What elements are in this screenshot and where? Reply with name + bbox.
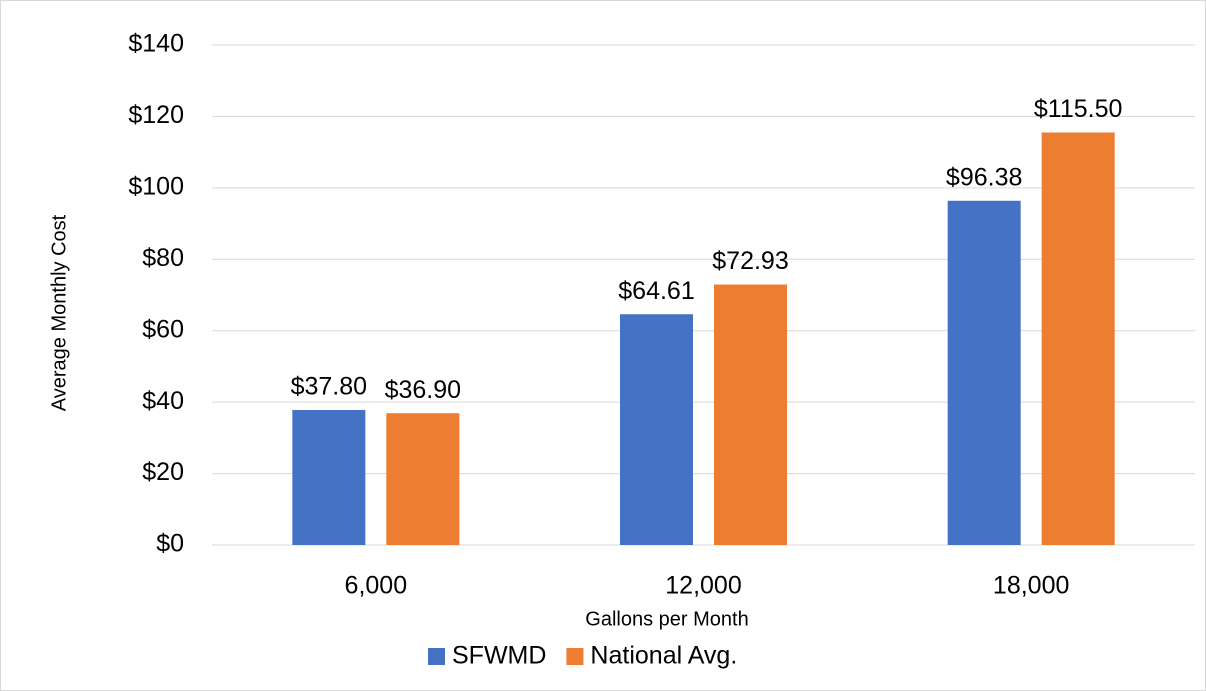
y-tick-label: $120 <box>128 101 184 129</box>
value-label: $36.90 <box>385 376 461 404</box>
value-label: $115.50 <box>1034 95 1123 123</box>
y-tick-label: $140 <box>128 30 184 58</box>
x-axis-title: Gallons per Month <box>585 608 748 630</box>
x-tick-label: 18,000 <box>993 572 1069 600</box>
bar <box>1041 132 1115 545</box>
x-tick-label: 6,000 <box>345 572 408 600</box>
y-tick-label: $100 <box>128 172 184 200</box>
value-label: $72.93 <box>712 247 788 275</box>
x-tick-label: 12,000 <box>665 572 741 600</box>
bar <box>714 284 787 545</box>
y-tick-label: $20 <box>142 458 184 486</box>
y-tick-label: $0 <box>156 530 184 558</box>
y-axis-title: Average Monthly Cost <box>48 214 70 411</box>
y-tick-label: $80 <box>142 244 184 272</box>
y-tick-label: $40 <box>142 387 184 415</box>
value-label: $64.61 <box>618 277 694 305</box>
bar <box>947 200 1021 546</box>
legend-swatch <box>428 648 445 665</box>
bar <box>292 410 366 545</box>
legend-label: SFWMD <box>452 642 546 670</box>
value-label: $96.38 <box>946 163 1022 191</box>
value-label: $37.80 <box>291 373 367 401</box>
bar <box>620 314 693 545</box>
legend-swatch <box>566 648 584 665</box>
y-tick-label: $60 <box>142 315 184 343</box>
legend-label: National Avg. <box>590 642 737 670</box>
bar <box>386 413 460 545</box>
